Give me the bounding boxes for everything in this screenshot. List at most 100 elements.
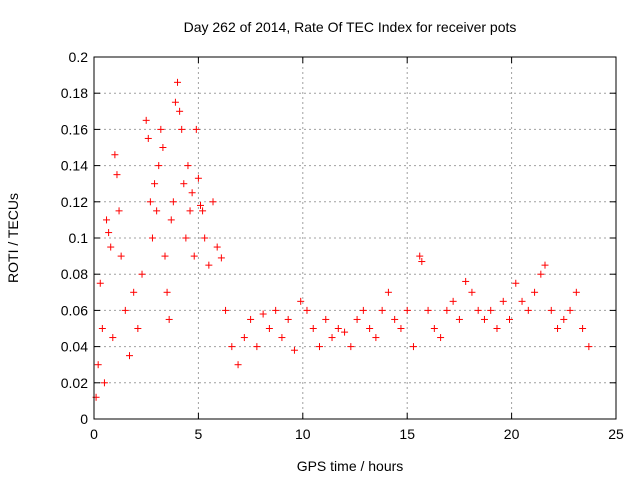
data-point xyxy=(290,346,298,354)
y-tick-label: 0.18 xyxy=(61,85,88,101)
data-point xyxy=(531,288,539,296)
x-tick-label: 0 xyxy=(90,426,98,442)
grid xyxy=(94,57,616,419)
data-point xyxy=(213,243,221,251)
data-point xyxy=(144,134,152,142)
data-point xyxy=(512,279,520,287)
data-point xyxy=(455,315,463,323)
data-point xyxy=(96,279,104,287)
data-point xyxy=(328,334,336,342)
data-point xyxy=(493,325,501,332)
data-point xyxy=(178,125,186,133)
y-tick-label: 0.16 xyxy=(61,121,88,137)
data-point xyxy=(424,306,432,314)
data-point xyxy=(462,277,470,285)
data-point xyxy=(560,315,568,323)
data-point xyxy=(217,254,225,262)
data-point xyxy=(165,315,173,323)
data-point xyxy=(566,306,574,314)
y-tick-label: 0.2 xyxy=(69,49,89,65)
data-point xyxy=(155,162,163,170)
data-point xyxy=(303,306,311,314)
y-tick-label: 0.04 xyxy=(61,339,88,355)
x-tick-label: 5 xyxy=(195,426,203,442)
data-point xyxy=(176,107,184,115)
x-axis-label: GPS time / hours xyxy=(297,458,404,474)
data-point xyxy=(499,297,507,305)
y-tick-label: 0.02 xyxy=(61,375,88,391)
data-point xyxy=(347,343,355,351)
data-point xyxy=(115,207,123,215)
data-point xyxy=(125,352,133,360)
data-point xyxy=(554,325,562,332)
x-axis: 0 5 10 15 20 25 xyxy=(90,57,624,442)
data-point xyxy=(171,98,179,106)
data-point xyxy=(105,229,113,237)
data-point xyxy=(518,297,526,305)
data-point xyxy=(341,328,349,336)
data-point xyxy=(94,361,102,369)
data-point xyxy=(322,315,330,323)
data-point xyxy=(130,288,138,296)
data-point xyxy=(205,261,213,269)
data-point xyxy=(113,171,121,179)
data-point xyxy=(157,125,165,133)
x-tick-label: 15 xyxy=(399,426,415,442)
data-point xyxy=(585,343,593,351)
y-tick-label: 0.12 xyxy=(61,194,88,210)
data-point xyxy=(240,334,248,342)
x-tick-label: 20 xyxy=(504,426,520,442)
data-point xyxy=(167,216,175,224)
data-point xyxy=(430,325,438,332)
data-point xyxy=(228,343,236,351)
data-point xyxy=(222,306,230,314)
y-tick-label: 0.14 xyxy=(61,158,88,174)
y-tick-label: 0 xyxy=(80,411,88,427)
data-point xyxy=(416,252,424,260)
data-point xyxy=(199,207,207,215)
data-point xyxy=(151,180,159,188)
y-tick-label: 0.1 xyxy=(69,230,89,246)
data-point xyxy=(247,315,255,323)
data-point xyxy=(537,270,545,278)
data-point xyxy=(153,207,161,215)
data-point xyxy=(192,125,200,133)
data-point xyxy=(169,198,177,206)
data-point xyxy=(397,325,405,332)
data-point xyxy=(272,306,280,314)
data-point xyxy=(161,252,169,260)
data-point xyxy=(180,180,188,188)
data-point xyxy=(372,334,380,342)
data-point xyxy=(480,315,488,323)
data-point xyxy=(384,288,392,296)
data-point xyxy=(297,297,305,305)
data-point xyxy=(334,325,342,332)
x-tick-label: 10 xyxy=(295,426,311,442)
data-point xyxy=(524,306,532,314)
data-point xyxy=(391,315,399,323)
data-point xyxy=(109,334,117,342)
data-point xyxy=(148,234,156,242)
data-point xyxy=(138,270,146,278)
data-point xyxy=(474,306,482,314)
data-point xyxy=(309,325,317,332)
data-point xyxy=(234,361,242,369)
data-point xyxy=(134,325,142,332)
data-point xyxy=(163,288,171,296)
data-point xyxy=(449,297,457,305)
data-point xyxy=(579,325,587,332)
y-tick-label: 0.06 xyxy=(61,302,88,318)
data-point xyxy=(487,306,495,314)
data-point xyxy=(194,174,202,182)
data-point xyxy=(572,288,580,296)
data-point xyxy=(146,198,154,206)
data-point xyxy=(366,325,374,332)
data-point xyxy=(117,252,125,260)
data-point xyxy=(437,334,445,342)
data-point xyxy=(359,306,367,314)
data-point xyxy=(316,343,324,351)
data-point xyxy=(103,216,111,224)
data-point xyxy=(378,306,386,314)
